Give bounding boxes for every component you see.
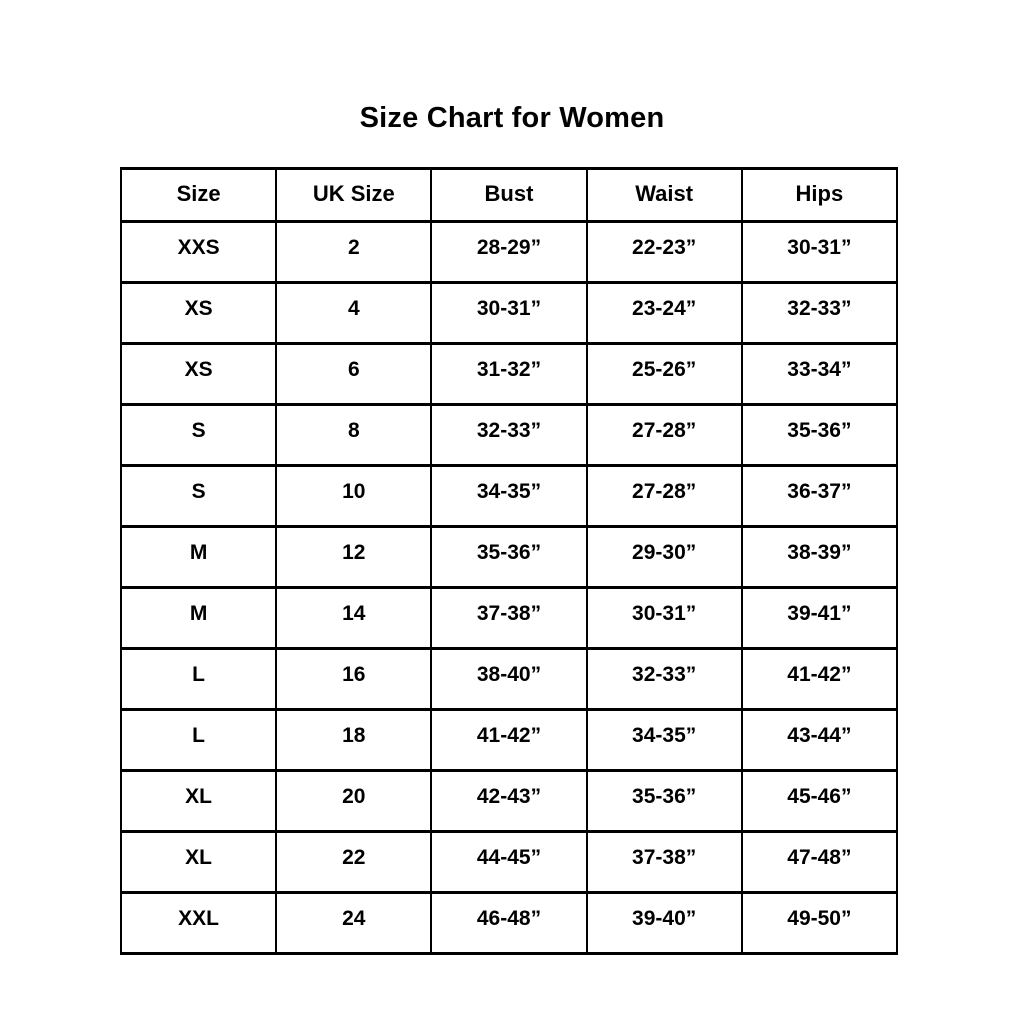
table-cell: 6 <box>275 342 433 406</box>
table-cell: 32-33” <box>740 281 899 345</box>
table-cell: S <box>119 464 278 528</box>
table-cell: 22-23” <box>585 220 743 284</box>
table-cell: 16 <box>275 647 433 711</box>
table-cell: 47-48” <box>740 830 899 894</box>
table-cell: 37-38” <box>430 586 588 650</box>
table-row: XXL 24 46-48” 39-40” 49-50” <box>119 891 899 955</box>
table-cell: 12 <box>275 525 433 589</box>
table-cell: 44-45” <box>430 830 588 894</box>
table-cell: 35-36” <box>585 769 743 833</box>
table-cell: 42-43” <box>430 769 588 833</box>
table-cell: 34-35” <box>430 464 588 528</box>
table-cell: 38-39” <box>740 525 899 589</box>
table-cell: 20 <box>275 769 433 833</box>
table-cell: 39-40” <box>585 891 743 955</box>
table-cell: 2 <box>275 220 433 284</box>
table-cell: M <box>119 525 278 589</box>
table-cell: 27-28” <box>585 403 743 467</box>
size-chart-table: Size UK Size Bust Waist Hips XXS 2 28-29… <box>119 167 899 955</box>
table-cell: XS <box>119 281 278 345</box>
table-cell: 37-38” <box>585 830 743 894</box>
table-cell: 34-35” <box>585 708 743 772</box>
table-row: L 16 38-40” 32-33” 41-42” <box>119 647 899 711</box>
table-row: L 18 41-42” 34-35” 43-44” <box>119 708 899 772</box>
table-row: XL 20 42-43” 35-36” 45-46” <box>119 769 899 833</box>
table-cell: XL <box>119 769 278 833</box>
table-cell: 4 <box>275 281 433 345</box>
table-cell: 23-24” <box>585 281 743 345</box>
table-cell: 49-50” <box>740 891 899 955</box>
table-cell: 18 <box>275 708 433 772</box>
table-cell: 14 <box>275 586 433 650</box>
table-cell: XXS <box>119 220 278 284</box>
table-row: S 8 32-33” 27-28” 35-36” <box>119 403 899 467</box>
table-cell: 38-40” <box>430 647 588 711</box>
table-cell: XXL <box>119 891 278 955</box>
table-row: M 14 37-38” 30-31” 39-41” <box>119 586 899 650</box>
table-cell: 24 <box>275 891 433 955</box>
table-cell: 32-33” <box>430 403 588 467</box>
table-cell: 29-30” <box>585 525 743 589</box>
table-cell: 45-46” <box>740 769 899 833</box>
table-cell: 30-31” <box>740 220 899 284</box>
table-cell: 35-36” <box>740 403 899 467</box>
page-title: Size Chart for Women <box>359 102 665 134</box>
table-cell: 10 <box>275 464 433 528</box>
table-cell: 32-33” <box>585 647 743 711</box>
table-cell: 28-29” <box>430 220 588 284</box>
table-cell: 8 <box>275 403 433 467</box>
table-cell: S <box>119 403 278 467</box>
table-cell: 22 <box>275 830 433 894</box>
table-cell: XL <box>119 830 278 894</box>
table-cell: 36-37” <box>740 464 899 528</box>
table-row: XXS 2 28-29” 22-23” 30-31” <box>119 220 899 284</box>
table-cell: XS <box>119 342 278 406</box>
table-cell: 39-41” <box>740 586 899 650</box>
table-cell: 31-32” <box>430 342 588 406</box>
table-cell: L <box>119 708 278 772</box>
column-header-uk-size: UK Size <box>275 167 433 223</box>
table-cell: 41-42” <box>430 708 588 772</box>
table-cell: 43-44” <box>740 708 899 772</box>
table-row: S 10 34-35” 27-28” 36-37” <box>119 464 899 528</box>
table-cell: M <box>119 586 278 650</box>
table-cell: 30-31” <box>585 586 743 650</box>
header-row: Size UK Size Bust Waist Hips <box>119 167 899 223</box>
column-header-waist: Waist <box>585 167 743 223</box>
column-header-hips: Hips <box>740 167 899 223</box>
table-cell: 46-48” <box>430 891 588 955</box>
column-header-bust: Bust <box>430 167 588 223</box>
table-cell: 25-26” <box>585 342 743 406</box>
table-cell: 33-34” <box>740 342 899 406</box>
table-row: XS 4 30-31” 23-24” 32-33” <box>119 281 899 345</box>
table-row: XL 22 44-45” 37-38” 47-48” <box>119 830 899 894</box>
table-cell: 35-36” <box>430 525 588 589</box>
table-cell: 30-31” <box>430 281 588 345</box>
table-row: M 12 35-36” 29-30” 38-39” <box>119 525 899 589</box>
column-header-size: Size <box>119 167 278 223</box>
table-cell: 27-28” <box>585 464 743 528</box>
table-row: XS 6 31-32” 25-26” 33-34” <box>119 342 899 406</box>
table-cell: 41-42” <box>740 647 899 711</box>
table-cell: L <box>119 647 278 711</box>
